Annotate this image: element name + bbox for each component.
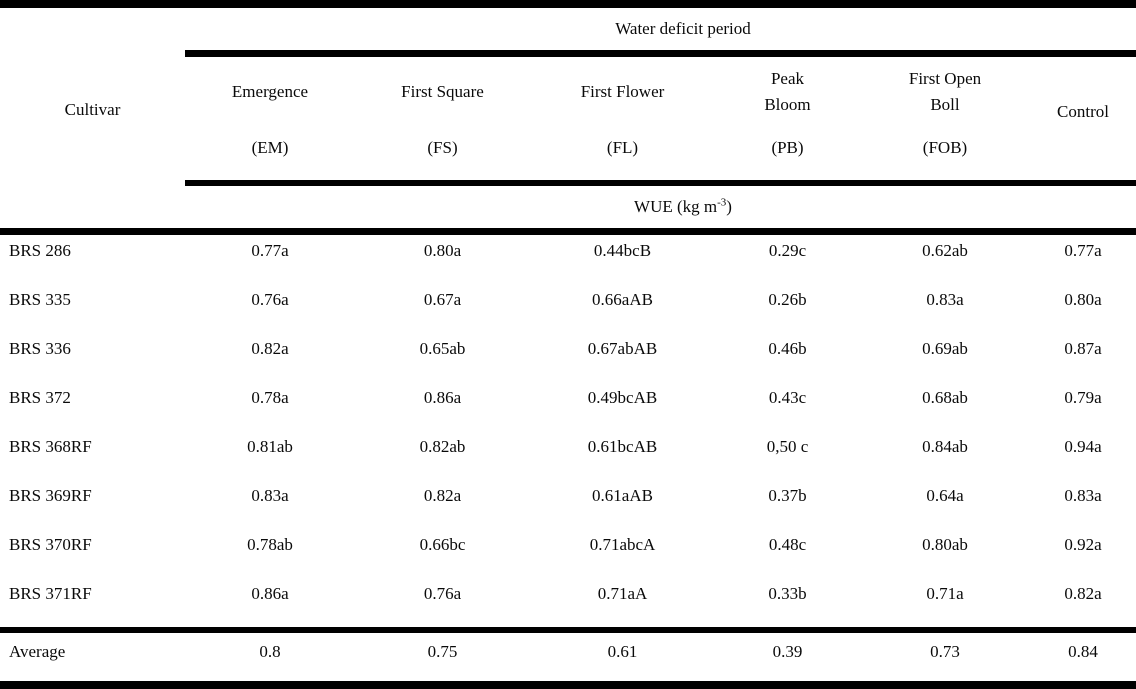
cell-value: 0.64a xyxy=(926,486,964,505)
cell-value: 0.83a xyxy=(926,290,964,309)
column-header-peak-bloom: Peak Bloom (PB) xyxy=(715,57,860,180)
row-cultivar: BRS 371RF xyxy=(9,584,92,603)
cell-value: 0.76a xyxy=(423,584,462,603)
column-header-control: Control xyxy=(1030,57,1136,180)
cell-value: 0.71a xyxy=(926,584,964,603)
rule-top xyxy=(0,0,1136,8)
average-value: 0.75 xyxy=(427,642,458,661)
row-cultivar: BRS 335 xyxy=(9,290,71,309)
cell-value: 0.65ab xyxy=(419,339,466,358)
column-name: Emergence xyxy=(231,82,309,101)
cell-value: 0.77a xyxy=(1064,241,1102,260)
cell-value: 0.78a xyxy=(251,388,289,407)
cell-value: 0.94a xyxy=(1064,437,1102,456)
cell-value: 0.80ab xyxy=(922,535,968,554)
column-header-cultivar: Cultivar xyxy=(0,8,185,228)
column-name: First Square xyxy=(401,82,484,101)
cell-value: 0.82ab xyxy=(419,437,466,456)
cell-value: 0.92a xyxy=(1064,535,1102,554)
cell-value: 0.66bc xyxy=(419,535,466,554)
cell-value: 0.71abcA xyxy=(589,535,656,554)
cell-value: 0.61aAB xyxy=(592,486,653,505)
column-name: First Flower xyxy=(580,82,665,101)
cell-value: 0.87a xyxy=(1064,339,1102,358)
rule-above-average xyxy=(0,627,1136,633)
cell-value: 0.48c xyxy=(768,535,807,554)
column-name: Peak Bloom xyxy=(764,69,811,114)
cell-value: 0.80a xyxy=(423,241,462,260)
column-header-first-open-boll: First Open Boll (FOB) xyxy=(860,57,1030,180)
cell-value: 0.26b xyxy=(768,290,807,309)
cell-value: 0.68ab xyxy=(922,388,968,407)
row-cultivar: BRS 370RF xyxy=(9,535,92,554)
cell-value: 0.78ab xyxy=(247,535,293,554)
cell-value: 0.44bcB xyxy=(593,241,652,260)
spanner-water-deficit-period: Water deficit period xyxy=(185,8,1136,57)
column-name: Control xyxy=(1057,101,1109,121)
column-header-emergence: Emergence (EM) xyxy=(185,57,355,180)
column-header-first-flower: First Flower (FL) xyxy=(530,57,715,180)
column-header-first-square: First Square (FS) xyxy=(355,57,530,180)
average-value: 0.73 xyxy=(930,642,960,661)
row-cultivar: BRS 286 xyxy=(9,241,71,260)
cell-value: 0.80a xyxy=(1064,290,1102,309)
unit-label: WUE (kg m-3) xyxy=(634,196,732,216)
column-abbr: (EM) xyxy=(251,138,289,157)
average-value: 0.8 xyxy=(259,642,281,661)
cell-value: 0.84ab xyxy=(922,437,968,456)
cell-value: 0.81ab xyxy=(247,437,293,456)
cell-value: 0.83a xyxy=(251,486,289,505)
cell-value: 0.71aA xyxy=(597,584,648,603)
cell-value: 0.82a xyxy=(251,339,289,358)
row-cultivar: BRS 336 xyxy=(9,339,71,358)
cell-value: 0.66aAB xyxy=(592,290,653,309)
column-abbr: (PB) xyxy=(771,138,804,157)
cell-value: 0.69ab xyxy=(922,339,968,358)
column-abbr: (FOB) xyxy=(922,138,968,157)
cell-value: 0.79a xyxy=(1064,388,1102,407)
cell-value: 0.67a xyxy=(423,290,462,309)
cell-value: 0.77a xyxy=(251,241,289,260)
cell-value: 0.49bcAB xyxy=(587,388,658,407)
row-cultivar: BRS 369RF xyxy=(9,486,92,505)
cell-value: 0.86a xyxy=(251,584,289,603)
cell-value: 0.29c xyxy=(768,241,807,260)
cell-value: 0.82a xyxy=(423,486,462,505)
average-value: 0.39 xyxy=(772,642,803,661)
average-value: 0.61 xyxy=(607,642,638,661)
column-abbr: (FS) xyxy=(427,138,458,157)
row-cultivar: BRS 372 xyxy=(9,388,71,407)
cell-value: 0.62ab xyxy=(922,241,968,260)
cell-value: 0.76a xyxy=(251,290,289,309)
spanner-label: Water deficit period xyxy=(615,19,751,38)
unit-superscript: -3 xyxy=(717,196,727,209)
cell-value: 0.67abAB xyxy=(587,339,658,358)
unit-row: WUE (kg m-3) xyxy=(185,186,1136,228)
cell-value: 0.83a xyxy=(1064,486,1102,505)
average-row-label: Average xyxy=(9,642,66,661)
column-name: First Open Boll xyxy=(908,69,982,114)
cell-value: 0.37b xyxy=(768,486,807,505)
cultivar-header-label: Cultivar xyxy=(64,100,121,119)
average-value: 0.84 xyxy=(1068,642,1098,661)
row-cultivar: BRS 368RF xyxy=(9,437,92,456)
rule-above-data xyxy=(0,228,1136,235)
rule-bottom xyxy=(0,681,1136,689)
cell-value: 0.61bcAB xyxy=(587,437,658,456)
cell-value: 0.82a xyxy=(1064,584,1102,603)
column-abbr: (FL) xyxy=(606,138,639,157)
cell-value: 0,50 c xyxy=(766,437,809,456)
cell-value: 0.86a xyxy=(423,388,462,407)
cell-value: 0.33b xyxy=(768,584,807,603)
cell-value: 0.46b xyxy=(768,339,807,358)
cell-value: 0.43c xyxy=(768,388,807,407)
rule-below-headers xyxy=(185,180,1136,186)
